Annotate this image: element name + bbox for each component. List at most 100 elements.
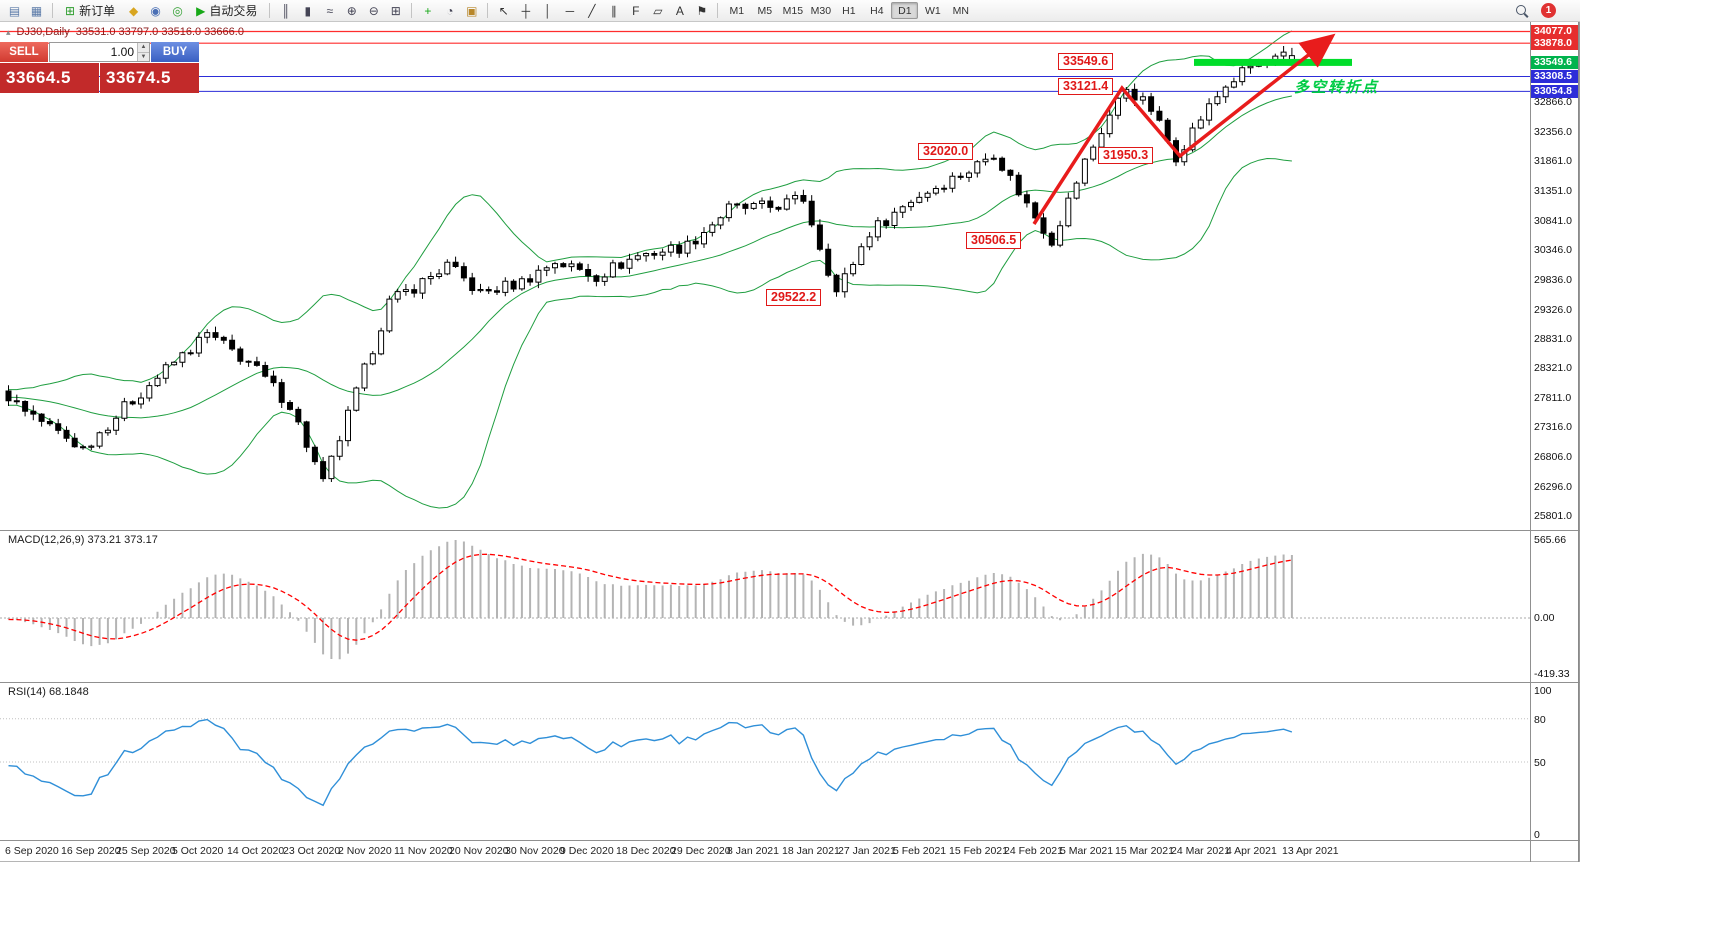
templates-icon[interactable]: ▣: [461, 2, 482, 20]
chart-title: ▴ DJ30,Daily 33531.0 33797.0 33516.0 336…: [6, 26, 244, 38]
horizontal-line-icon[interactable]: ─: [559, 2, 580, 20]
zoom-in-icon[interactable]: ⊕: [341, 2, 362, 20]
timeframe-m1-button[interactable]: M1: [729, 4, 745, 17]
mt4-window: ▤ ▦ ⊞ 新订单 ◆ ◉ ◎ ▶ 自动交易 ║ ▮ ≈ ⊕ ⊖ ⊞ + ◔ ▣ ↖ ┼ │ ─ ╱ ∥ F ▱ A ⚑ M1 M5 M15…: [0, 0, 1580, 862]
macd-histogram: [7, 540, 1293, 660]
trendline-icon[interactable]: ╱: [581, 2, 602, 20]
bollinger-lower-band: [8, 157, 1292, 509]
toolbar: ▤ ▦ ⊞ 新订单 ◆ ◉ ◎ ▶ 自动交易 ║ ▮ ≈ ⊕ ⊖ ⊞ + ◔ ▣ ↖ ┼ │ ─ ╱ ∥ F ▱ A ⚑ M1 M5 M15…: [0, 0, 1580, 22]
cursor-icon[interactable]: ↖: [493, 2, 514, 20]
volume-field: ▲ ▼: [49, 42, 150, 62]
rsi-label: RSI(14) 68.1848: [8, 686, 89, 698]
bear-candles: [5, 88, 1179, 480]
volume-input[interactable]: [50, 43, 137, 61]
volume-down-icon[interactable]: ▼: [138, 51, 149, 61]
new-chart-icon[interactable]: ▤: [4, 2, 25, 20]
trendline-icon-glyph: ╱: [588, 3, 596, 18]
templates-icon-glyph: ▣: [466, 3, 478, 18]
chart-ohlc-values: 33531.0 33797.0 33516.0 33666.0: [75, 26, 244, 38]
pivot-zone-rectangle[interactable]: [1194, 58, 1352, 66]
autotrading-button[interactable]: ▶ 自动交易: [189, 2, 264, 20]
bar-chart-icon-glyph: ║: [281, 3, 291, 18]
bollinger-upper-band: [8, 30, 1293, 391]
options-icon-glyph: ◉: [150, 3, 161, 18]
shapes-icon[interactable]: ▱: [647, 2, 668, 20]
volume-up-icon[interactable]: ▲: [138, 43, 149, 52]
channel-icon[interactable]: ∥: [603, 2, 624, 20]
rsi-line: [8, 718, 1293, 807]
profiles-icon[interactable]: ▦: [26, 2, 47, 20]
toolbar-separator: [52, 3, 53, 18]
timeframe-m15-button[interactable]: M15: [782, 4, 804, 17]
zoom-in-icon-glyph: ⊕: [346, 3, 357, 18]
arrows-icon-glyph: ⚑: [696, 3, 708, 18]
toolbar-separator: [717, 3, 719, 18]
timeframe-d1-button[interactable]: D1: [891, 2, 919, 19]
horizontal-line-icon-glyph: ─: [565, 3, 575, 18]
volume-stepper: ▲ ▼: [137, 43, 149, 61]
timeframe-m5-button[interactable]: M5: [757, 4, 773, 17]
timeframe-w1-button[interactable]: W1: [924, 4, 941, 17]
metaeditor-icon-glyph: ◆: [128, 3, 139, 18]
cursor-icon-glyph: ↖: [498, 3, 509, 18]
line-chart-icon[interactable]: ≈: [319, 2, 340, 20]
notification-badge[interactable]: 1: [1541, 3, 1556, 18]
trend-arrow[interactable]: [1032, 33, 1336, 225]
fibonacci-icon-glyph: F: [632, 3, 640, 18]
fibonacci-icon[interactable]: F: [625, 2, 646, 20]
line-chart-icon-glyph: ≈: [326, 3, 334, 18]
tile-windows-icon-glyph: ⊞: [390, 3, 401, 18]
timeframe-h1-button[interactable]: H1: [842, 4, 856, 17]
periods-icon[interactable]: ◔: [439, 2, 460, 20]
toolbar-separator: [411, 3, 413, 18]
new-order-button[interactable]: ⊞ 新订单: [58, 2, 122, 20]
new-chart-icon-glyph: ▤: [8, 3, 21, 18]
chart-symbol-period: DJ30,Daily: [16, 26, 70, 38]
community-icon[interactable]: ◎: [167, 2, 188, 20]
arrows-icon[interactable]: ⚑: [691, 2, 712, 20]
periods-icon-glyph: ◔: [446, 3, 454, 18]
indicators-icon[interactable]: +: [417, 2, 438, 20]
timeframe-h4-button[interactable]: H4: [870, 4, 884, 17]
metaeditor-icon[interactable]: ◆: [123, 2, 144, 20]
autotrading-icon: ▶: [196, 3, 206, 18]
shapes-icon-glyph: ▱: [653, 3, 663, 18]
new-order-icon: ⊞: [65, 3, 76, 18]
zoom-out-icon[interactable]: ⊖: [363, 2, 384, 20]
collapse-trade-panel-icon[interactable]: ▴: [6, 26, 11, 37]
buy-button[interactable]: BUY: [151, 42, 199, 62]
profiles-icon-glyph: ▦: [30, 3, 43, 18]
buy-price[interactable]: 33674.5: [100, 63, 199, 93]
crosshair-icon[interactable]: ┼: [515, 2, 536, 20]
options-icon[interactable]: ◉: [145, 2, 166, 20]
autotrading-button-label: 自动交易: [209, 4, 258, 18]
vertical-line-icon-glyph: │: [544, 3, 552, 18]
text-icon[interactable]: A: [669, 2, 690, 20]
timeframe-mn-button[interactable]: MN: [952, 4, 969, 17]
text-icon-glyph: A: [675, 3, 684, 18]
timeframe-m30-button[interactable]: M30: [810, 4, 832, 17]
tile-windows-icon[interactable]: ⊞: [385, 2, 406, 20]
bull-candles: [88, 51, 1295, 480]
search-icon[interactable]: [1514, 3, 1530, 19]
channel-icon-glyph: ∥: [610, 3, 617, 18]
sell-price[interactable]: 33664.5: [0, 63, 99, 93]
indicators-icon-glyph: +: [424, 3, 432, 18]
new-order-button-label: 新订单: [79, 4, 116, 18]
chart-canvas[interactable]: [0, 0, 1580, 862]
vertical-line-icon[interactable]: │: [537, 2, 558, 20]
toolbar-separator: [269, 3, 271, 18]
community-icon-glyph: ◎: [172, 3, 183, 18]
toolbar-separator: [487, 3, 489, 18]
candle-wicks: [8, 46, 1293, 482]
candlestick-chart-icon-glyph: ▮: [304, 3, 312, 18]
sell-button[interactable]: SELL: [0, 42, 48, 62]
bar-chart-icon[interactable]: ║: [275, 2, 296, 20]
zoom-out-icon-glyph: ⊖: [368, 3, 379, 18]
candlestick-chart-icon[interactable]: ▮: [297, 2, 318, 20]
one-click-trading-panel: SELL ▲ ▼ BUY 33664.5 33674.5: [0, 42, 199, 93]
crosshair-icon-glyph: ┼: [521, 3, 531, 18]
macd-signal-line: [8, 553, 1293, 641]
macd-label: MACD(12,26,9) 373.21 373.17: [8, 534, 158, 546]
